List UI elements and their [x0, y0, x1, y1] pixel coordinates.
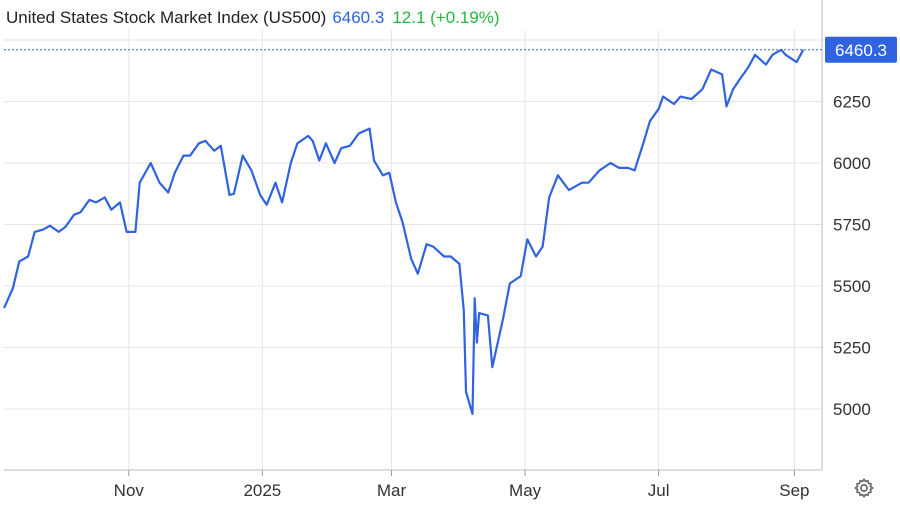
x-tick-label: 2025 [243, 481, 281, 500]
x-tick-label: Sep [779, 481, 809, 500]
price-change: 12.1 (+0.19%) [392, 8, 500, 27]
y-tick-label: 5750 [833, 216, 871, 235]
y-tick-label: 6250 [833, 93, 871, 112]
x-tick-label: May [509, 481, 542, 500]
last-price-marker: 6460.3 [4, 36, 897, 63]
x-tick-label: Nov [114, 481, 145, 500]
chart-title: United States Stock Market Index (US500) [6, 8, 327, 27]
x-tick-label: Mar [377, 481, 407, 500]
series-layer [2, 48, 805, 415]
y-axis-labels: 5000 5250 5500 5750 6000 6250 [833, 93, 871, 420]
last-price-box [825, 36, 897, 63]
gear-icon[interactable] [853, 477, 875, 499]
y-tick-label: 5250 [833, 339, 871, 358]
x-tick-label: Jul [648, 481, 670, 500]
series-line [2, 48, 805, 415]
x-axis-labels: Nov 2025 Mar May Jul Sep [114, 481, 810, 500]
axes [4, 0, 823, 476]
y-tick-label: 6000 [833, 154, 871, 173]
chart-header: United States Stock Market Index (US500)… [6, 7, 500, 29]
grid-lines [4, 30, 822, 470]
y-tick-label: 5500 [833, 277, 871, 296]
last-price-label: 6460.3 [835, 41, 887, 60]
y-tick-label: 5000 [833, 400, 871, 419]
current-price: 6460.3 [332, 8, 385, 27]
